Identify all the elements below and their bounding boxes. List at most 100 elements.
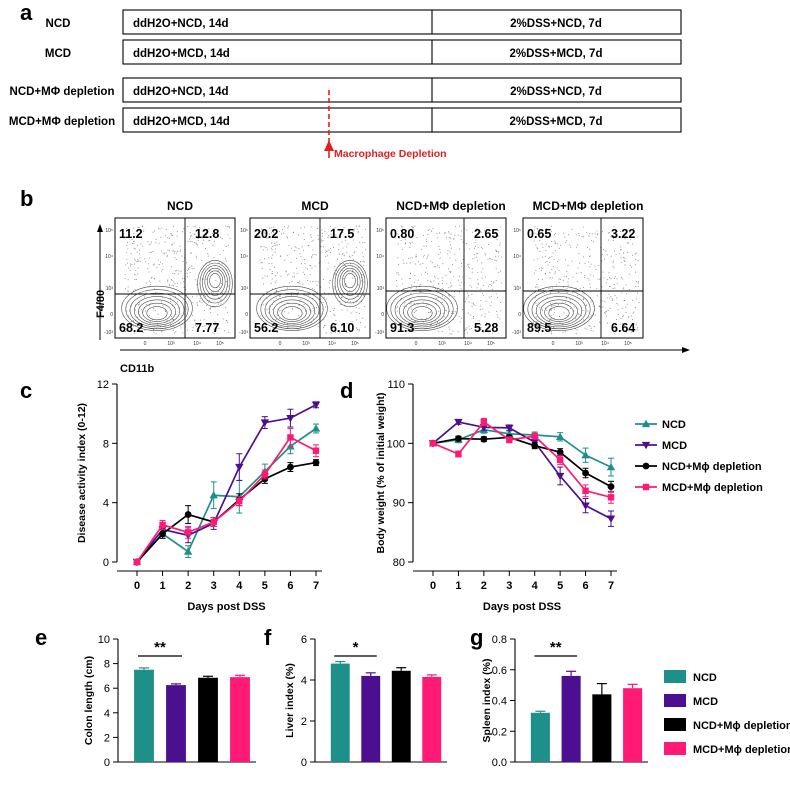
event-dot bbox=[173, 332, 176, 334]
event-dot bbox=[566, 291, 568, 294]
event-dot bbox=[155, 238, 157, 240]
event-dot bbox=[450, 271, 452, 273]
event-dot bbox=[596, 230, 598, 232]
y-axis-label: Liver index (%) bbox=[284, 663, 296, 738]
event-dot bbox=[127, 262, 129, 264]
event-dot bbox=[408, 257, 410, 259]
event-dot bbox=[588, 317, 590, 319]
event-dot bbox=[406, 330, 408, 332]
event-dot bbox=[582, 299, 584, 301]
event-dot bbox=[352, 239, 354, 241]
event-dot bbox=[537, 258, 539, 260]
event-dot bbox=[412, 231, 415, 233]
event-dot bbox=[133, 293, 136, 295]
data-point bbox=[555, 432, 565, 440]
event-dot bbox=[557, 243, 559, 245]
event-dot bbox=[226, 281, 228, 283]
event-dot bbox=[473, 303, 475, 306]
event-dot bbox=[401, 226, 403, 228]
event-dot bbox=[279, 317, 281, 319]
event-dot bbox=[551, 305, 553, 307]
flow-y-tick: 0 bbox=[245, 312, 248, 318]
event-dot bbox=[271, 272, 273, 275]
event-dot bbox=[225, 245, 227, 247]
event-dot bbox=[342, 252, 344, 254]
event-dot bbox=[428, 228, 430, 231]
event-dot bbox=[457, 331, 459, 333]
event-dot bbox=[412, 226, 414, 228]
event-dot bbox=[358, 225, 360, 227]
event-dot bbox=[549, 292, 551, 294]
event-dot bbox=[455, 259, 457, 261]
event-dot bbox=[490, 285, 492, 287]
event-dot bbox=[269, 269, 271, 271]
event-dot bbox=[446, 310, 448, 312]
event-dot bbox=[326, 255, 328, 257]
event-dot bbox=[629, 264, 631, 266]
event-dot bbox=[499, 270, 501, 272]
data-point bbox=[235, 463, 244, 472]
event-dot bbox=[554, 232, 556, 234]
event-dot bbox=[535, 244, 537, 246]
event-dot bbox=[357, 296, 359, 298]
event-dot bbox=[567, 278, 569, 280]
event-dot bbox=[161, 227, 163, 229]
event-dot bbox=[406, 262, 408, 264]
event-dot bbox=[320, 246, 322, 248]
event-dot bbox=[326, 298, 328, 300]
event-dot bbox=[364, 326, 366, 328]
event-dot bbox=[601, 254, 603, 256]
event-dot bbox=[414, 225, 416, 227]
event-dot bbox=[488, 296, 490, 298]
event-dot bbox=[127, 279, 129, 281]
event-dot bbox=[592, 330, 594, 332]
event-dot bbox=[269, 329, 271, 331]
event-dot bbox=[229, 237, 231, 239]
event-dot bbox=[273, 266, 275, 268]
event-dot bbox=[126, 258, 128, 261]
quadrant-upper-right: 2.65 bbox=[474, 227, 498, 241]
event-dot bbox=[274, 243, 276, 245]
event-dot bbox=[309, 280, 311, 282]
event-dot bbox=[127, 248, 129, 250]
event-dot bbox=[200, 319, 202, 321]
flow-y-tick: 10⁵ bbox=[240, 228, 248, 234]
event-dot bbox=[413, 281, 415, 283]
event-dot bbox=[548, 308, 550, 310]
event-dot bbox=[434, 275, 436, 277]
quadrant-lower-left: 91.3 bbox=[390, 321, 414, 335]
event-dot bbox=[276, 241, 278, 243]
event-dot bbox=[346, 332, 348, 334]
event-dot bbox=[536, 286, 538, 288]
event-dot bbox=[261, 267, 263, 270]
flow-plot-frame bbox=[249, 217, 371, 339]
event-dot bbox=[331, 327, 333, 329]
event-dot bbox=[587, 310, 589, 312]
event-dot bbox=[335, 323, 338, 325]
event-dot bbox=[175, 258, 177, 260]
event-dot bbox=[625, 312, 627, 314]
event-dot bbox=[270, 247, 273, 249]
event-dot bbox=[600, 299, 602, 301]
event-dot bbox=[229, 227, 231, 229]
event-dot bbox=[313, 307, 315, 309]
event-dot bbox=[589, 286, 591, 288]
data-point bbox=[210, 518, 217, 526]
event-dot bbox=[189, 272, 191, 274]
flow-x-tick: 10⁵ bbox=[351, 341, 359, 347]
data-point bbox=[429, 440, 437, 447]
event-dot bbox=[184, 324, 186, 326]
event-dot bbox=[333, 287, 335, 289]
event-dot bbox=[425, 304, 428, 306]
bar-MCD bbox=[561, 675, 581, 762]
event-dot bbox=[486, 322, 488, 324]
event-dot bbox=[453, 295, 455, 297]
event-dot bbox=[409, 262, 411, 264]
data-point bbox=[312, 459, 320, 467]
flow-x-tick: 0 bbox=[144, 341, 147, 347]
event-dot bbox=[209, 308, 212, 310]
event-dot bbox=[287, 254, 289, 256]
event-dot bbox=[358, 312, 361, 315]
event-dot bbox=[578, 232, 580, 235]
event-dot bbox=[158, 264, 160, 266]
